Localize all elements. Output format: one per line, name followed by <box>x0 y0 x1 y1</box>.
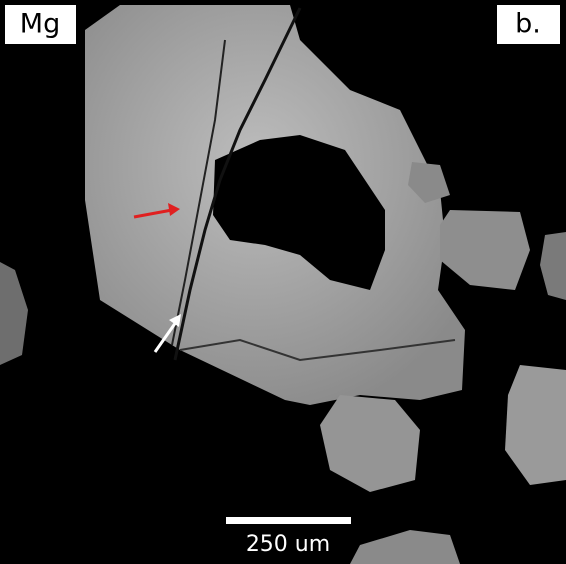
panel-label: b. <box>515 9 541 40</box>
micrograph: Mg b. 250 um <box>0 0 566 564</box>
scale-bar-label: 250 um <box>246 532 330 557</box>
element-label: Mg <box>20 9 60 40</box>
scale-bar <box>226 517 351 524</box>
